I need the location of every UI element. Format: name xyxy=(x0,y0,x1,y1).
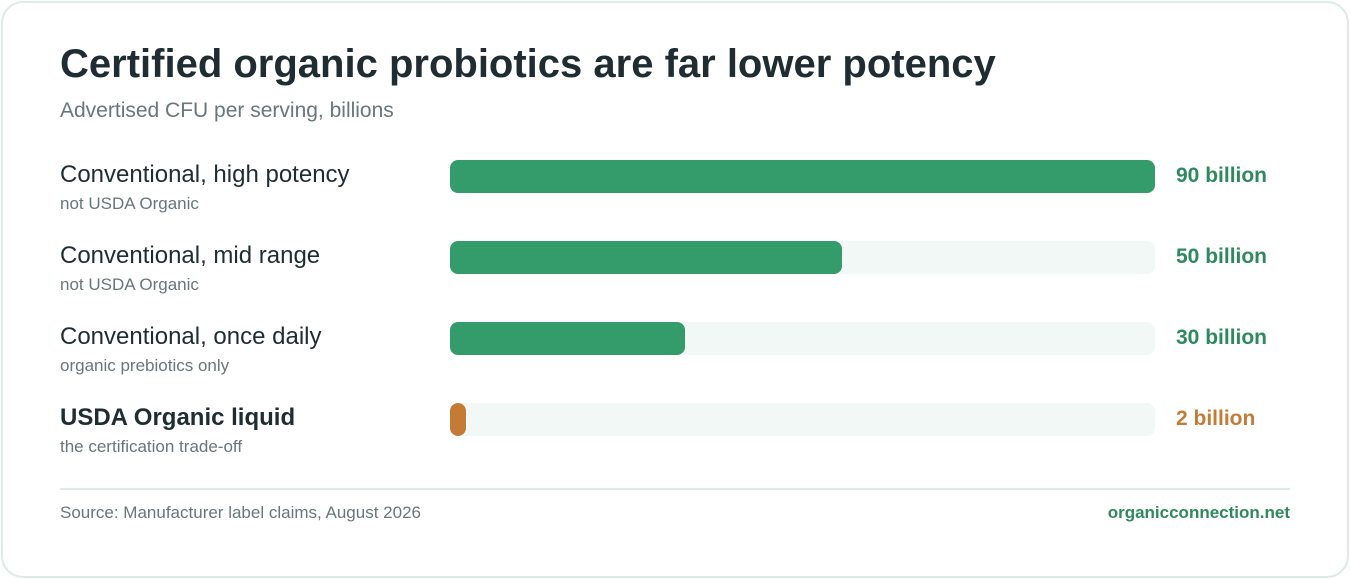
bar-track xyxy=(450,241,1155,274)
category-label: Conventional, high potency xyxy=(60,161,350,188)
category-label: Conventional, once daily xyxy=(60,323,322,350)
bar xyxy=(450,241,842,274)
site-link[interactable]: organicconnection.net xyxy=(1107,503,1290,522)
bar xyxy=(450,403,466,436)
bar-track xyxy=(450,322,1155,355)
category-sublabel: the certification trade-off xyxy=(60,437,243,456)
bar-row-conventional-high: Conventional, high potency not USDA Orga… xyxy=(0,160,1350,241)
chart-subtitle: Advertised CFU per serving, billions xyxy=(60,99,394,122)
footer-divider xyxy=(60,488,1290,490)
category-sublabel: organic prebiotics only xyxy=(60,356,230,375)
value-label: 50 billion xyxy=(1176,245,1268,268)
value-label: 90 billion xyxy=(1176,164,1268,187)
value-label: 2 billion xyxy=(1176,407,1256,430)
value-label: 30 billion xyxy=(1176,326,1268,349)
bar-track xyxy=(450,403,1155,436)
bar xyxy=(450,160,1155,193)
bar-row-conventional-daily: Conventional, once daily organic prebiot… xyxy=(0,322,1350,403)
bar-track xyxy=(450,160,1155,193)
chart-title: Certified organic probiotics are far low… xyxy=(60,42,996,86)
category-label: Conventional, mid range xyxy=(60,242,321,269)
bar-row-conventional-mid: Conventional, mid range not USDA Organic… xyxy=(0,241,1350,322)
bar xyxy=(450,322,685,355)
bar-row-usda-organic: USDA Organic liquid the certification tr… xyxy=(0,403,1350,484)
category-sublabel: not USDA Organic xyxy=(60,275,199,294)
category-sublabel: not USDA Organic xyxy=(60,194,199,213)
category-label: USDA Organic liquid xyxy=(60,404,296,431)
source-note: Source: Manufacturer label claims, Augus… xyxy=(60,503,421,522)
